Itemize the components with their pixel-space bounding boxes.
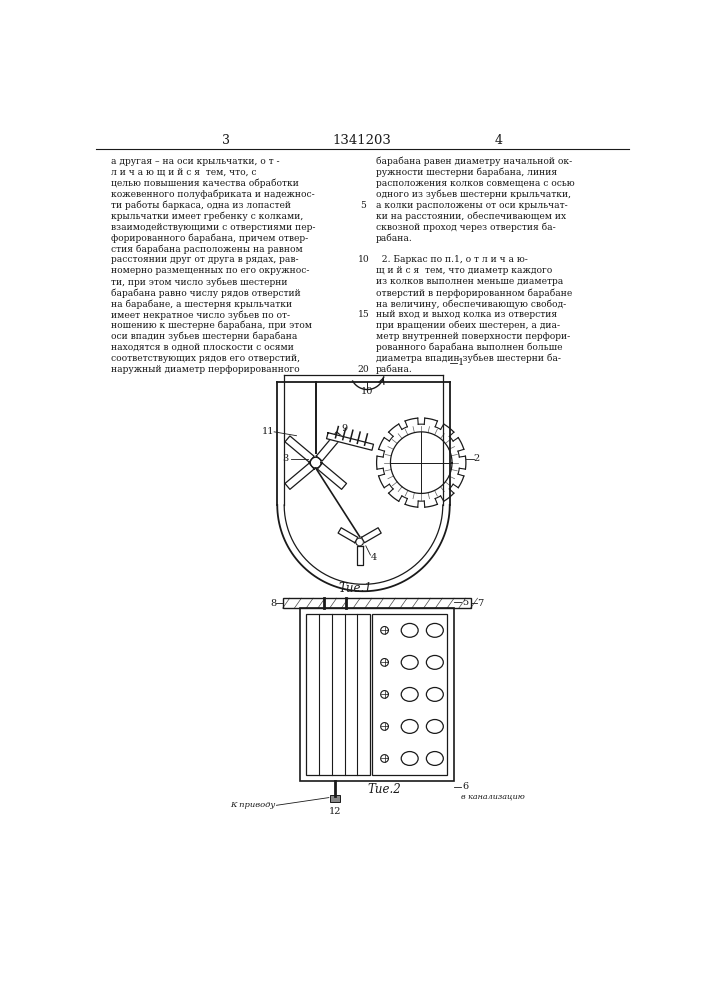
Text: а другая – на оси крыльчатки, о т -: а другая – на оси крыльчатки, о т - xyxy=(111,157,279,166)
Polygon shape xyxy=(356,546,363,565)
Text: 1: 1 xyxy=(457,358,464,367)
Polygon shape xyxy=(327,433,373,450)
Text: целью повышения качества обработки: целью повышения качества обработки xyxy=(111,179,298,188)
Text: соответствующих рядов его отверстий,: соответствующих рядов его отверстий, xyxy=(111,354,300,363)
Text: взаимодействующими с отверстиями пер-: взаимодействующими с отверстиями пер- xyxy=(111,223,315,232)
Text: 5: 5 xyxy=(462,598,468,607)
Text: ный вход и выход колка из отверстия: ный вход и выход колка из отверстия xyxy=(376,310,557,319)
Text: Τие.2: Τие.2 xyxy=(368,783,401,796)
Bar xyxy=(305,614,370,774)
Text: отверстий в перфорированном барабане: отверстий в перфорированном барабане xyxy=(376,288,572,298)
Text: 20: 20 xyxy=(358,365,369,374)
Text: 11: 11 xyxy=(262,427,274,436)
Text: рабана.: рабана. xyxy=(376,365,413,374)
Text: сквозной проход через отверстия ба-: сквозной проход через отверстия ба- xyxy=(376,223,556,232)
Text: ружности шестерни барабана, линия: ружности шестерни барабана, линия xyxy=(376,168,557,177)
Text: форированного барабана, причем отвер-: форированного барабана, причем отвер- xyxy=(111,233,308,243)
Polygon shape xyxy=(338,528,358,543)
Text: 15: 15 xyxy=(358,310,369,319)
Text: при вращении обеих шестерен, а диа-: при вращении обеих шестерен, а диа- xyxy=(376,321,560,330)
Text: Τие.1: Τие.1 xyxy=(339,582,373,595)
Text: рабана.: рабана. xyxy=(376,233,413,243)
Text: диаметра впадин зубьев шестерни ба-: диаметра впадин зубьев шестерни ба- xyxy=(376,354,561,363)
Text: расположения колков совмещена с осью: расположения колков совмещена с осью xyxy=(376,179,575,188)
Text: щ и й с я  тем, что диаметр каждого: щ и й с я тем, что диаметр каждого xyxy=(376,266,552,275)
Bar xyxy=(300,608,454,781)
Text: находятся в одной плоскости с осями: находятся в одной плоскости с осями xyxy=(111,343,293,352)
Text: 4: 4 xyxy=(370,553,377,562)
Text: номерно размещенных по его окружнос-: номерно размещенных по его окружнос- xyxy=(111,266,310,275)
Text: 4: 4 xyxy=(494,134,503,147)
Text: на величину, обеспечивающую свобод-: на величину, обеспечивающую свобод- xyxy=(376,299,566,309)
Text: из колков выполнен меньше диаметра: из колков выполнен меньше диаметра xyxy=(376,277,563,286)
Text: оси впадин зубьев шестерни барабана: оси впадин зубьев шестерни барабана xyxy=(111,332,297,341)
Text: 2. Баркас по п.1, о т л и ч а ю-: 2. Баркас по п.1, о т л и ч а ю- xyxy=(376,255,528,264)
Text: рованного барабана выполнен больше: рованного барабана выполнен больше xyxy=(376,343,563,352)
Bar xyxy=(329,795,340,802)
Bar xyxy=(283,598,471,608)
Text: ношению к шестерне барабана, при этом: ношению к шестерне барабана, при этом xyxy=(111,321,312,330)
Text: 8: 8 xyxy=(270,599,276,608)
Text: в канализацию: в канализацию xyxy=(461,792,525,800)
Text: л и ч а ю щ и й с я  тем, что, с: л и ч а ю щ и й с я тем, что, с xyxy=(111,168,257,177)
Text: 5: 5 xyxy=(361,201,366,210)
Text: 7: 7 xyxy=(477,599,483,608)
Text: 10: 10 xyxy=(358,255,369,264)
Text: 3: 3 xyxy=(282,454,288,463)
Text: ти работы баркаса, одна из лопастей: ти работы баркаса, одна из лопастей xyxy=(111,201,291,210)
Text: стия барабана расположены на равном: стия барабана расположены на равном xyxy=(111,244,303,254)
Text: одного из зубьев шестерни крыльчатки,: одного из зубьев шестерни крыльчатки, xyxy=(376,190,571,199)
Text: барабана равен диаметру начальной ок-: барабана равен диаметру начальной ок- xyxy=(376,157,572,166)
Text: кожевенного полуфабриката и надежнос-: кожевенного полуфабриката и надежнос- xyxy=(111,190,315,199)
Text: 2: 2 xyxy=(474,454,480,463)
Text: К приводу: К приводу xyxy=(230,801,275,809)
Bar xyxy=(372,614,448,774)
Text: наружный диаметр перфорированного: наружный диаметр перфорированного xyxy=(111,365,300,374)
Text: крыльчатки имеет гребенку с колками,: крыльчатки имеет гребенку с колками, xyxy=(111,212,303,221)
Text: ки на расстоянии, обеспечивающем их: ки на расстоянии, обеспечивающем их xyxy=(376,212,566,221)
Text: метр внутренней поверхности перфори-: метр внутренней поверхности перфори- xyxy=(376,332,571,341)
Text: 12: 12 xyxy=(329,807,341,816)
Text: 10: 10 xyxy=(361,387,373,396)
Text: барабана равно числу рядов отверстий: барабана равно числу рядов отверстий xyxy=(111,288,300,298)
Text: 9: 9 xyxy=(341,424,347,433)
Text: на барабане, а шестерня крыльчатки: на барабане, а шестерня крыльчатки xyxy=(111,299,292,309)
Text: расстоянии друг от друга в рядах, рав-: расстоянии друг от друга в рядах, рав- xyxy=(111,255,298,264)
Text: 1341203: 1341203 xyxy=(333,134,392,147)
Text: 3: 3 xyxy=(222,134,230,147)
Polygon shape xyxy=(361,528,381,543)
Text: ти, при этом число зубьев шестерни: ти, при этом число зубьев шестерни xyxy=(111,277,287,287)
Text: а колки расположены от оси крыльчат-: а колки расположены от оси крыльчат- xyxy=(376,201,568,210)
Text: 6: 6 xyxy=(462,782,468,791)
Text: имеет некратное число зубьев по от-: имеет некратное число зубьев по от- xyxy=(111,310,290,320)
